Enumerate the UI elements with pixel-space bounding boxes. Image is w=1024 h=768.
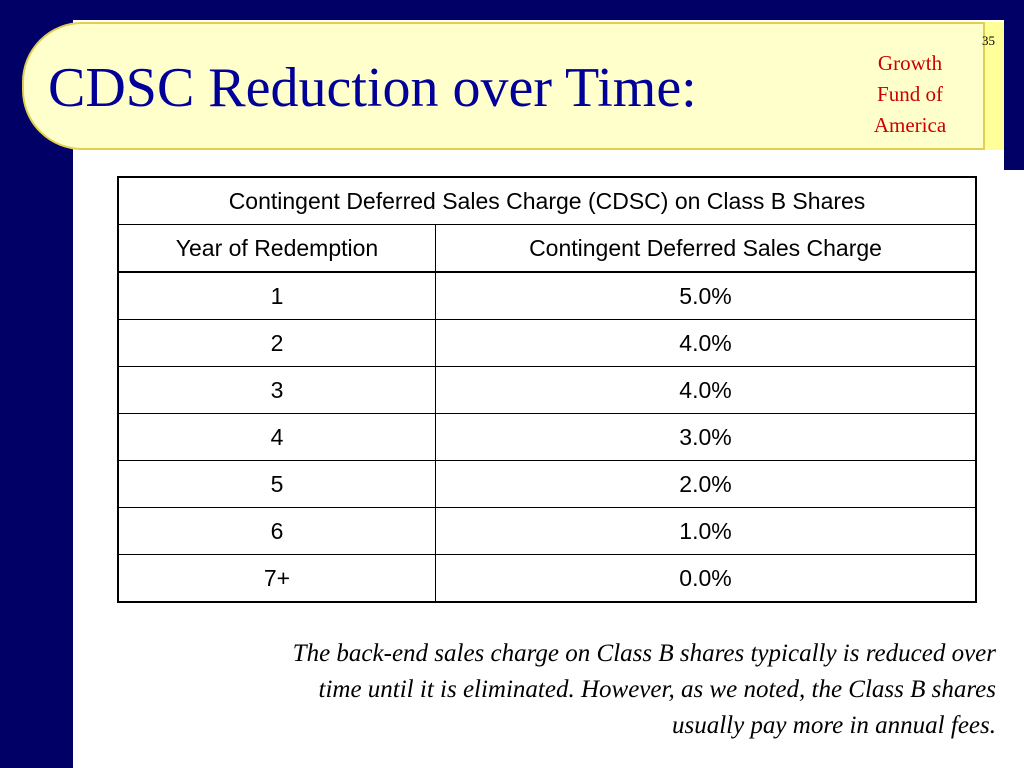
charge-cell: 5.0%: [435, 271, 977, 320]
title-panel: [22, 22, 1004, 150]
charge-cell: 2.0%: [435, 460, 977, 508]
footnote: The back-end sales charge on Class B sha…: [100, 636, 996, 744]
table-row: 3 4.0%: [117, 366, 977, 414]
table-row: 4 3.0%: [117, 413, 977, 461]
title-panel-stripe: [983, 22, 1004, 150]
slide-number: 35: [982, 33, 995, 48]
charge-cell: 3.0%: [435, 413, 977, 461]
table-caption: Contingent Deferred Sales Charge (CDSC) …: [117, 176, 977, 225]
table-row: 6 1.0%: [117, 507, 977, 555]
column-header-year: Year of Redemption: [117, 224, 436, 273]
footnote-line: time until it is eliminated. However, as…: [318, 676, 997, 703]
charge-cell: 4.0%: [435, 366, 977, 414]
fund-name-line: America: [873, 113, 947, 137]
top-border-band: [0, 0, 1024, 20]
year-cell: 5: [117, 460, 436, 508]
cdsc-table: Contingent Deferred Sales Charge (CDSC) …: [117, 176, 977, 603]
fund-name-line: Fund of: [877, 82, 943, 106]
year-cell: 2: [117, 319, 436, 367]
footnote-line: usually pay more in annual fees.: [671, 712, 996, 739]
column-header-charge: Contingent Deferred Sales Charge: [435, 224, 977, 273]
year-cell: 1: [117, 271, 436, 320]
table-row: 5 2.0%: [117, 460, 977, 508]
table-caption-row: Contingent Deferred Sales Charge (CDSC) …: [117, 176, 977, 225]
charge-cell: 1.0%: [435, 507, 977, 555]
footnote-line: The back-end sales charge on Class B sha…: [292, 640, 996, 667]
fund-name-line: Growth: [877, 51, 943, 75]
table-row: 1 5.0%: [117, 271, 977, 320]
table-row: 7+ 0.0%: [117, 554, 977, 603]
year-cell: 6: [117, 507, 436, 555]
slide-title: CDSC Reduction over Time:: [48, 57, 697, 119]
charge-cell: 4.0%: [435, 319, 977, 367]
fund-name: Growth Fund of America: [852, 48, 968, 141]
table-row: 2 4.0%: [117, 319, 977, 367]
year-cell: 3: [117, 366, 436, 414]
year-cell: 7+: [117, 554, 436, 603]
charge-cell: 0.0%: [435, 554, 977, 603]
table-header-row: Year of Redemption Contingent Deferred S…: [117, 224, 977, 273]
year-cell: 4: [117, 413, 436, 461]
right-border-band: [1004, 0, 1024, 170]
